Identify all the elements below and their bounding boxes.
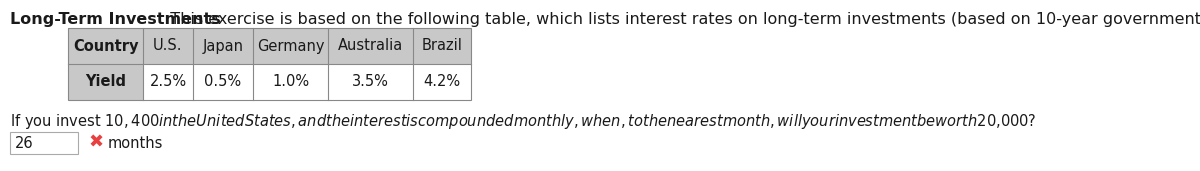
Text: Brazil: Brazil — [421, 38, 462, 54]
Text: Japan: Japan — [203, 38, 244, 54]
Text: If you invest $10,400 in the United States, and the interest is compounded month: If you invest $10,400 in the United Stat… — [10, 112, 1037, 131]
Bar — [328, 28, 413, 64]
Bar — [253, 28, 328, 64]
Text: Yield: Yield — [85, 75, 126, 89]
Text: 26: 26 — [14, 135, 34, 150]
Bar — [193, 64, 253, 100]
Text: 1.0%: 1.0% — [272, 75, 310, 89]
Text: Country: Country — [73, 38, 138, 54]
Text: months: months — [108, 135, 163, 150]
Bar — [193, 28, 253, 64]
Bar — [68, 64, 143, 100]
Text: 3.5%: 3.5% — [352, 75, 389, 89]
Bar — [413, 64, 470, 100]
Bar — [68, 28, 143, 64]
Text: Australia: Australia — [338, 38, 403, 54]
Text: 2.5%: 2.5% — [150, 75, 186, 89]
Text: 4.2%: 4.2% — [424, 75, 461, 89]
Text: Long-Term Investments: Long-Term Investments — [10, 12, 221, 27]
Text: Germany: Germany — [257, 38, 324, 54]
Bar — [68, 28, 470, 100]
Bar — [10, 132, 78, 154]
Bar — [413, 28, 470, 64]
Bar — [143, 64, 193, 100]
Text: 0.5%: 0.5% — [204, 75, 241, 89]
Bar — [253, 64, 328, 100]
Bar — [328, 64, 413, 100]
Bar — [143, 28, 193, 64]
Text: U.S.: U.S. — [154, 38, 182, 54]
Text: ✖: ✖ — [88, 134, 103, 152]
Text: This exercise is based on the following table, which lists interest rates on lon: This exercise is based on the following … — [160, 12, 1200, 27]
